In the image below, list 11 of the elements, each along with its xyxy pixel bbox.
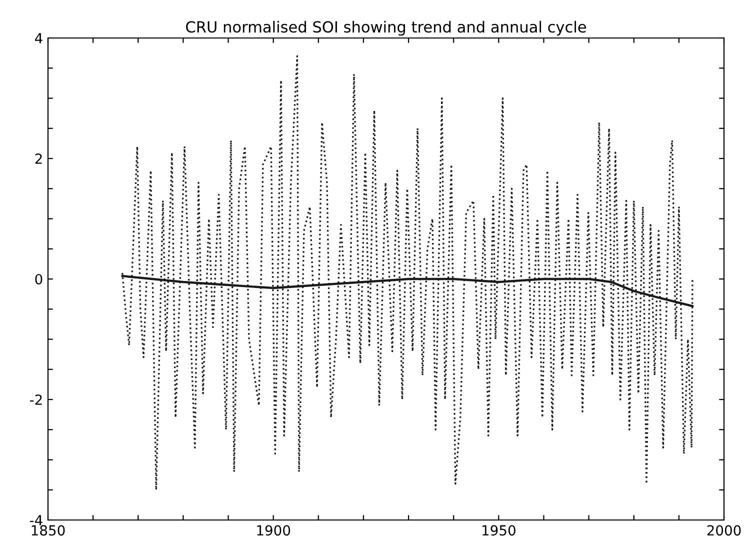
x-tick-label: 1950 [482, 525, 516, 536]
y-tick-label: -4 [30, 515, 42, 526]
y-tick-label: 4 [34, 33, 42, 44]
x-tick-label: 1850 [32, 525, 65, 536]
y-tick-label: 0 [35, 274, 42, 284]
x-tick-label: 1900 [257, 525, 290, 536]
line-series [122, 55, 694, 491]
x-tick-label: 2000 [707, 525, 741, 536]
y-tick-label: 2 [35, 153, 42, 164]
y-tick-label: -2 [30, 394, 42, 405]
chart-title: CRU normalised SOI showing trend and annual cycle [186, 20, 586, 36]
